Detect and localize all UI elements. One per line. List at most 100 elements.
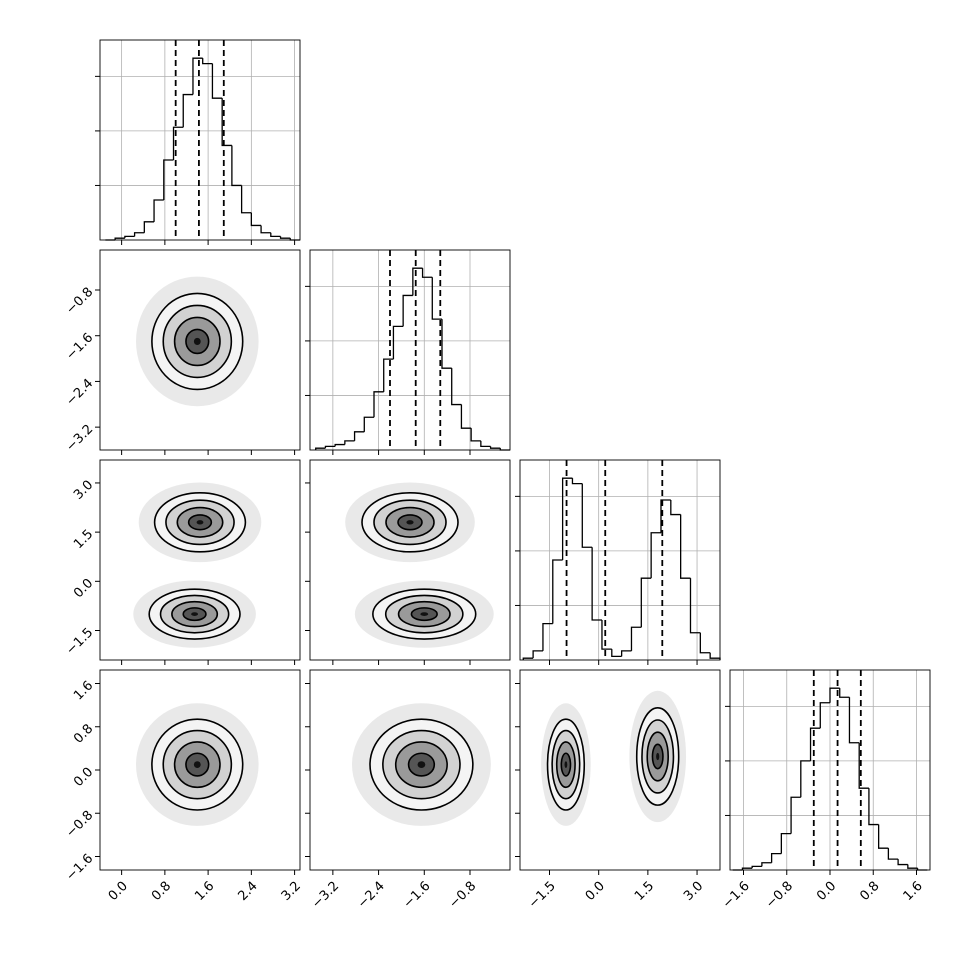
x-tick-label: −1.5 [526, 879, 559, 912]
panel-frame [99, 459, 301, 661]
x-tick-label: 1.6 [192, 879, 217, 904]
y-tick-label: 1.5 [71, 527, 96, 552]
histogram-bin [552, 559, 563, 624]
contour [417, 761, 426, 768]
histogram-bin [153, 199, 164, 222]
y-tick-label: −0.8 [63, 285, 96, 318]
histogram-bin [279, 236, 291, 239]
y-tick-label: −1.6 [63, 330, 96, 363]
histogram-bin [571, 478, 583, 485]
histogram-bin [630, 626, 642, 651]
contour [191, 612, 198, 616]
histogram-bin [344, 440, 355, 445]
histogram-bin [421, 268, 433, 278]
histogram-bin [761, 862, 772, 867]
x-tick-label: 3.2 [279, 879, 304, 904]
panel-frame [309, 249, 511, 451]
panel-frame [519, 459, 721, 661]
histogram-bin [542, 622, 553, 651]
histogram-bin [829, 687, 840, 703]
histogram-bin [848, 697, 860, 744]
histogram-bin [270, 232, 281, 238]
x-tick-label: 3.0 [681, 879, 706, 904]
x-tick-label: −3.2 [309, 879, 342, 912]
histogram-bin [363, 416, 374, 432]
histogram-bin [124, 235, 135, 239]
x-tick-label: −0.8 [763, 879, 796, 912]
histogram-bin [172, 126, 184, 160]
histogram-bin [353, 431, 365, 441]
x-tick-label: 0.0 [583, 879, 608, 904]
x-tick-label: 1.5 [632, 879, 657, 904]
y-tick-label: −3.2 [63, 422, 96, 455]
histogram-bin [211, 63, 223, 99]
histogram-bin [231, 145, 242, 187]
x-tick-label: 0.0 [106, 879, 131, 904]
histogram-bin [163, 159, 174, 200]
histogram-bin [470, 428, 481, 442]
contour [196, 520, 204, 525]
histogram-bin [780, 832, 792, 854]
x-tick-label: 0.8 [149, 879, 174, 904]
histogram-bin [334, 443, 345, 447]
histogram-bin [315, 447, 326, 450]
y-tick-label: 0.0 [71, 576, 96, 601]
panel-frame [99, 249, 301, 451]
x-tick-label: −2.4 [355, 879, 388, 912]
histogram-bin [532, 650, 543, 659]
histogram-bin [133, 232, 145, 237]
y-tick-label: 0.0 [71, 765, 96, 790]
histogram-bin [412, 267, 423, 296]
y-tick-label: −0.8 [63, 808, 96, 841]
histogram-bin [114, 237, 125, 240]
contour [406, 520, 414, 525]
histogram-bin [451, 368, 462, 406]
histogram-bin [431, 277, 442, 320]
histogram-bin [660, 499, 671, 533]
histogram-bin [143, 221, 155, 233]
histogram-bin [640, 577, 652, 628]
histogram-bin [620, 650, 632, 657]
x-tick-label: −0.8 [446, 879, 479, 912]
contour [656, 752, 660, 761]
panel-frame [309, 459, 511, 661]
histogram-bin [689, 578, 701, 634]
histogram-bin [709, 652, 721, 660]
x-tick-label: 0.8 [857, 879, 882, 904]
histogram-bin [441, 319, 452, 369]
histogram-bin [581, 483, 593, 548]
histogram-bin [489, 446, 501, 449]
histogram-bin [699, 632, 711, 654]
histogram-bin [260, 225, 271, 234]
histogram-bin [680, 514, 691, 579]
x-tick-label: 1.6 [901, 879, 926, 904]
histogram-bin [561, 477, 573, 560]
y-tick-label: −1.5 [63, 625, 96, 658]
histogram-bin [650, 532, 661, 579]
y-tick-label: 3.0 [71, 478, 96, 503]
histogram-bin [480, 440, 491, 448]
histogram-bin [460, 404, 472, 429]
histogram-bin [611, 649, 622, 658]
histogram-bin [392, 325, 404, 360]
histogram-bin [591, 547, 602, 621]
panel-frame [309, 669, 511, 871]
histogram-bin [250, 212, 262, 227]
panel-frame [99, 39, 301, 241]
histogram-bin [907, 864, 918, 869]
histogram-bin [887, 848, 899, 860]
x-tick-label: 0.0 [814, 879, 839, 904]
histogram-bin [839, 688, 850, 698]
histogram-bin [751, 865, 762, 869]
histogram-bin [790, 796, 801, 834]
histogram-bin [819, 702, 830, 729]
y-tick-label: 1.6 [71, 678, 96, 703]
histogram-bin [182, 93, 193, 128]
histogram-bin [192, 57, 203, 95]
histogram-bin [202, 58, 213, 65]
histogram-bin [858, 742, 869, 789]
contour [193, 337, 201, 346]
histogram-bin [601, 620, 612, 650]
contour [193, 761, 201, 768]
